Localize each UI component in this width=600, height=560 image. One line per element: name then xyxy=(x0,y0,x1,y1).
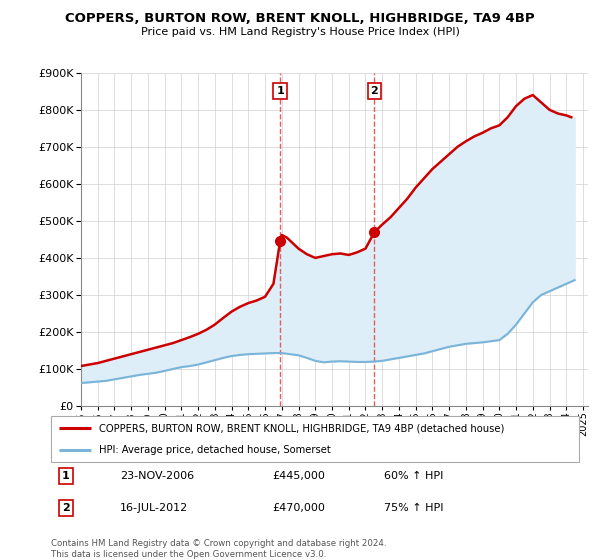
FancyBboxPatch shape xyxy=(51,416,579,462)
Text: COPPERS, BURTON ROW, BRENT KNOLL, HIGHBRIDGE, TA9 4BP (detached house): COPPERS, BURTON ROW, BRENT KNOLL, HIGHBR… xyxy=(98,423,504,433)
Text: 23-NOV-2006: 23-NOV-2006 xyxy=(119,471,194,481)
Text: £470,000: £470,000 xyxy=(273,503,326,513)
Text: 75% ↑ HPI: 75% ↑ HPI xyxy=(383,503,443,513)
Text: HPI: Average price, detached house, Somerset: HPI: Average price, detached house, Some… xyxy=(98,445,330,455)
Text: 2: 2 xyxy=(62,503,70,513)
Text: 1: 1 xyxy=(276,86,284,96)
Text: £445,000: £445,000 xyxy=(273,471,326,481)
Text: COPPERS, BURTON ROW, BRENT KNOLL, HIGHBRIDGE, TA9 4BP: COPPERS, BURTON ROW, BRENT KNOLL, HIGHBR… xyxy=(65,12,535,25)
Text: 2: 2 xyxy=(371,86,379,96)
Text: Contains HM Land Registry data © Crown copyright and database right 2024.
This d: Contains HM Land Registry data © Crown c… xyxy=(51,539,386,559)
Text: 16-JUL-2012: 16-JUL-2012 xyxy=(119,503,188,513)
Text: 1: 1 xyxy=(62,471,70,481)
Text: 60% ↑ HPI: 60% ↑ HPI xyxy=(383,471,443,481)
Text: Price paid vs. HM Land Registry's House Price Index (HPI): Price paid vs. HM Land Registry's House … xyxy=(140,27,460,37)
